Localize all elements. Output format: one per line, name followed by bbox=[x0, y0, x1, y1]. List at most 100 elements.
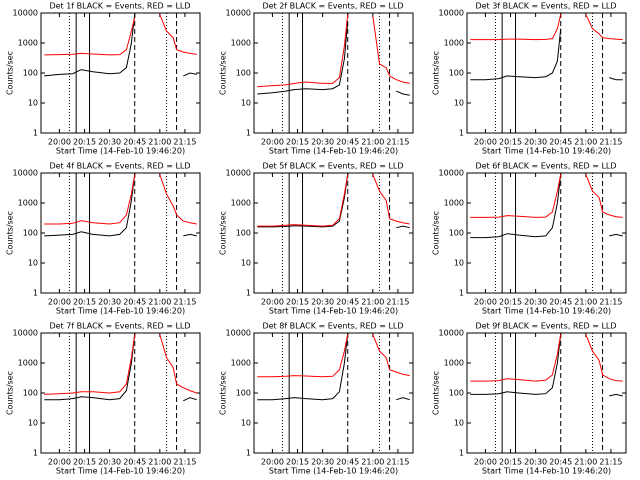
x-tick-label: 20:30 bbox=[311, 138, 334, 147]
x-tick-label: 20:45 bbox=[336, 298, 359, 307]
y-tick-label: 10000 bbox=[439, 169, 464, 178]
x-tick-label: 21:00 bbox=[361, 458, 384, 467]
y-tick-label: 100 bbox=[236, 229, 251, 238]
y-tick-label: 10 bbox=[28, 99, 38, 108]
y-tick-label: 1 bbox=[33, 289, 38, 298]
series-line bbox=[44, 334, 197, 395]
x-tick-label: 20:45 bbox=[123, 458, 146, 467]
x-tick-label: 20:00 bbox=[474, 458, 497, 467]
x-tick-label: 21:00 bbox=[148, 138, 171, 147]
chart-title: Det 8f BLACK = Events, RED = LLD bbox=[262, 322, 403, 331]
series-line bbox=[470, 174, 623, 239]
x-tick-label: 21:15 bbox=[599, 458, 622, 467]
y-tick-label: 10 bbox=[241, 419, 251, 428]
x-tick-label: 20:30 bbox=[98, 138, 121, 147]
x-tick-label: 20:00 bbox=[48, 298, 71, 307]
series-line bbox=[44, 14, 197, 56]
x-tick-label: 21:00 bbox=[148, 458, 171, 467]
series-line bbox=[257, 334, 410, 401]
x-tick-label: 20:45 bbox=[549, 458, 572, 467]
y-tick-label: 1 bbox=[33, 129, 38, 138]
y-axis-label: Counts/sec bbox=[6, 211, 15, 255]
y-axis-label: Counts/sec bbox=[6, 371, 15, 415]
x-tick-label: 20:00 bbox=[48, 458, 71, 467]
y-tick-label: 100 bbox=[236, 69, 251, 78]
x-tick-label: 20:30 bbox=[311, 298, 334, 307]
x-axis-label: Start Time (14-Feb-10 19:46:20) bbox=[56, 147, 185, 156]
x-tick-label: 21:15 bbox=[173, 138, 196, 147]
x-tick-label: 21:15 bbox=[173, 458, 196, 467]
x-tick-label: 21:00 bbox=[148, 298, 171, 307]
y-tick-label: 100 bbox=[449, 69, 464, 78]
chart-title: Det 2f BLACK = Events, RED = LLD bbox=[262, 2, 403, 11]
y-tick-label: 1000 bbox=[18, 199, 38, 208]
x-tick-label: 20:30 bbox=[524, 458, 547, 467]
series-line bbox=[44, 14, 197, 77]
x-tick-label: 20:00 bbox=[261, 298, 284, 307]
x-tick-label: 20:45 bbox=[123, 138, 146, 147]
x-tick-label: 20:15 bbox=[499, 138, 522, 147]
x-tick-label: 21:15 bbox=[386, 458, 409, 467]
x-tick-label: 20:45 bbox=[336, 458, 359, 467]
x-tick-label: 20:30 bbox=[311, 458, 334, 467]
y-tick-label: 10 bbox=[454, 99, 464, 108]
x-tick-label: 20:00 bbox=[474, 138, 497, 147]
x-tick-label: 20:45 bbox=[549, 298, 572, 307]
y-axis-label: Counts/sec bbox=[219, 371, 228, 415]
y-tick-label: 10 bbox=[454, 259, 464, 268]
series-line bbox=[470, 14, 623, 41]
y-tick-label: 1 bbox=[459, 129, 464, 138]
x-axis-label: Start Time (14-Feb-10 19:46:20) bbox=[482, 307, 611, 316]
y-axis-label: Counts/sec bbox=[6, 51, 15, 95]
y-tick-label: 1 bbox=[246, 449, 251, 458]
x-axis-label: Start Time (14-Feb-10 19:46:20) bbox=[269, 467, 398, 476]
x-axis-label: Start Time (14-Feb-10 19:46:20) bbox=[56, 307, 185, 316]
x-tick-label: 21:15 bbox=[599, 298, 622, 307]
x-tick-label: 21:15 bbox=[599, 138, 622, 147]
series-line bbox=[44, 334, 197, 402]
y-tick-label: 10000 bbox=[439, 329, 464, 338]
x-tick-label: 20:00 bbox=[474, 298, 497, 307]
x-tick-label: 20:15 bbox=[73, 458, 96, 467]
x-tick-label: 21:00 bbox=[574, 138, 597, 147]
x-tick-label: 20:30 bbox=[98, 298, 121, 307]
y-axis-label: Counts/sec bbox=[432, 211, 441, 255]
y-tick-label: 10000 bbox=[226, 9, 251, 18]
series-line bbox=[470, 28, 623, 81]
x-axis-label: Start Time (14-Feb-10 19:46:20) bbox=[482, 467, 611, 476]
y-tick-label: 1 bbox=[246, 289, 251, 298]
chart-title: Det 4f BLACK = Events, RED = LLD bbox=[49, 162, 190, 171]
y-axis-label: Counts/sec bbox=[219, 51, 228, 95]
x-tick-label: 21:00 bbox=[574, 458, 597, 467]
y-tick-label: 10 bbox=[241, 99, 251, 108]
y-tick-label: 1000 bbox=[18, 359, 38, 368]
y-tick-label: 1000 bbox=[231, 359, 251, 368]
x-axis-label: Start Time (14-Feb-10 19:46:20) bbox=[56, 467, 185, 476]
x-axis-label: Start Time (14-Feb-10 19:46:20) bbox=[482, 147, 611, 156]
x-tick-label: 20:15 bbox=[73, 138, 96, 147]
y-tick-label: 1000 bbox=[231, 199, 251, 208]
series-line bbox=[257, 334, 410, 378]
x-tick-label: 20:15 bbox=[286, 458, 309, 467]
series-line bbox=[470, 334, 623, 397]
chart-title: Det 9f BLACK = Events, RED = LLD bbox=[475, 322, 616, 331]
y-tick-label: 10000 bbox=[439, 9, 464, 18]
x-tick-label: 20:15 bbox=[499, 458, 522, 467]
x-tick-label: 21:15 bbox=[173, 298, 196, 307]
x-tick-label: 20:00 bbox=[261, 458, 284, 467]
y-tick-label: 10 bbox=[28, 419, 38, 428]
x-tick-label: 20:45 bbox=[123, 298, 146, 307]
chart-title: Det 6f BLACK = Events, RED = LLD bbox=[475, 162, 616, 171]
chart-title: Det 3f BLACK = Events, RED = LLD bbox=[475, 2, 616, 11]
x-tick-label: 21:00 bbox=[361, 298, 384, 307]
y-axis-label: Counts/sec bbox=[219, 211, 228, 255]
x-tick-label: 20:30 bbox=[524, 138, 547, 147]
y-tick-label: 1000 bbox=[18, 39, 38, 48]
x-tick-label: 21:15 bbox=[386, 298, 409, 307]
series-line bbox=[257, 21, 410, 96]
y-tick-label: 10000 bbox=[226, 329, 251, 338]
x-tick-label: 20:30 bbox=[98, 458, 121, 467]
y-tick-label: 10000 bbox=[13, 329, 38, 338]
x-tick-label: 20:15 bbox=[499, 298, 522, 307]
